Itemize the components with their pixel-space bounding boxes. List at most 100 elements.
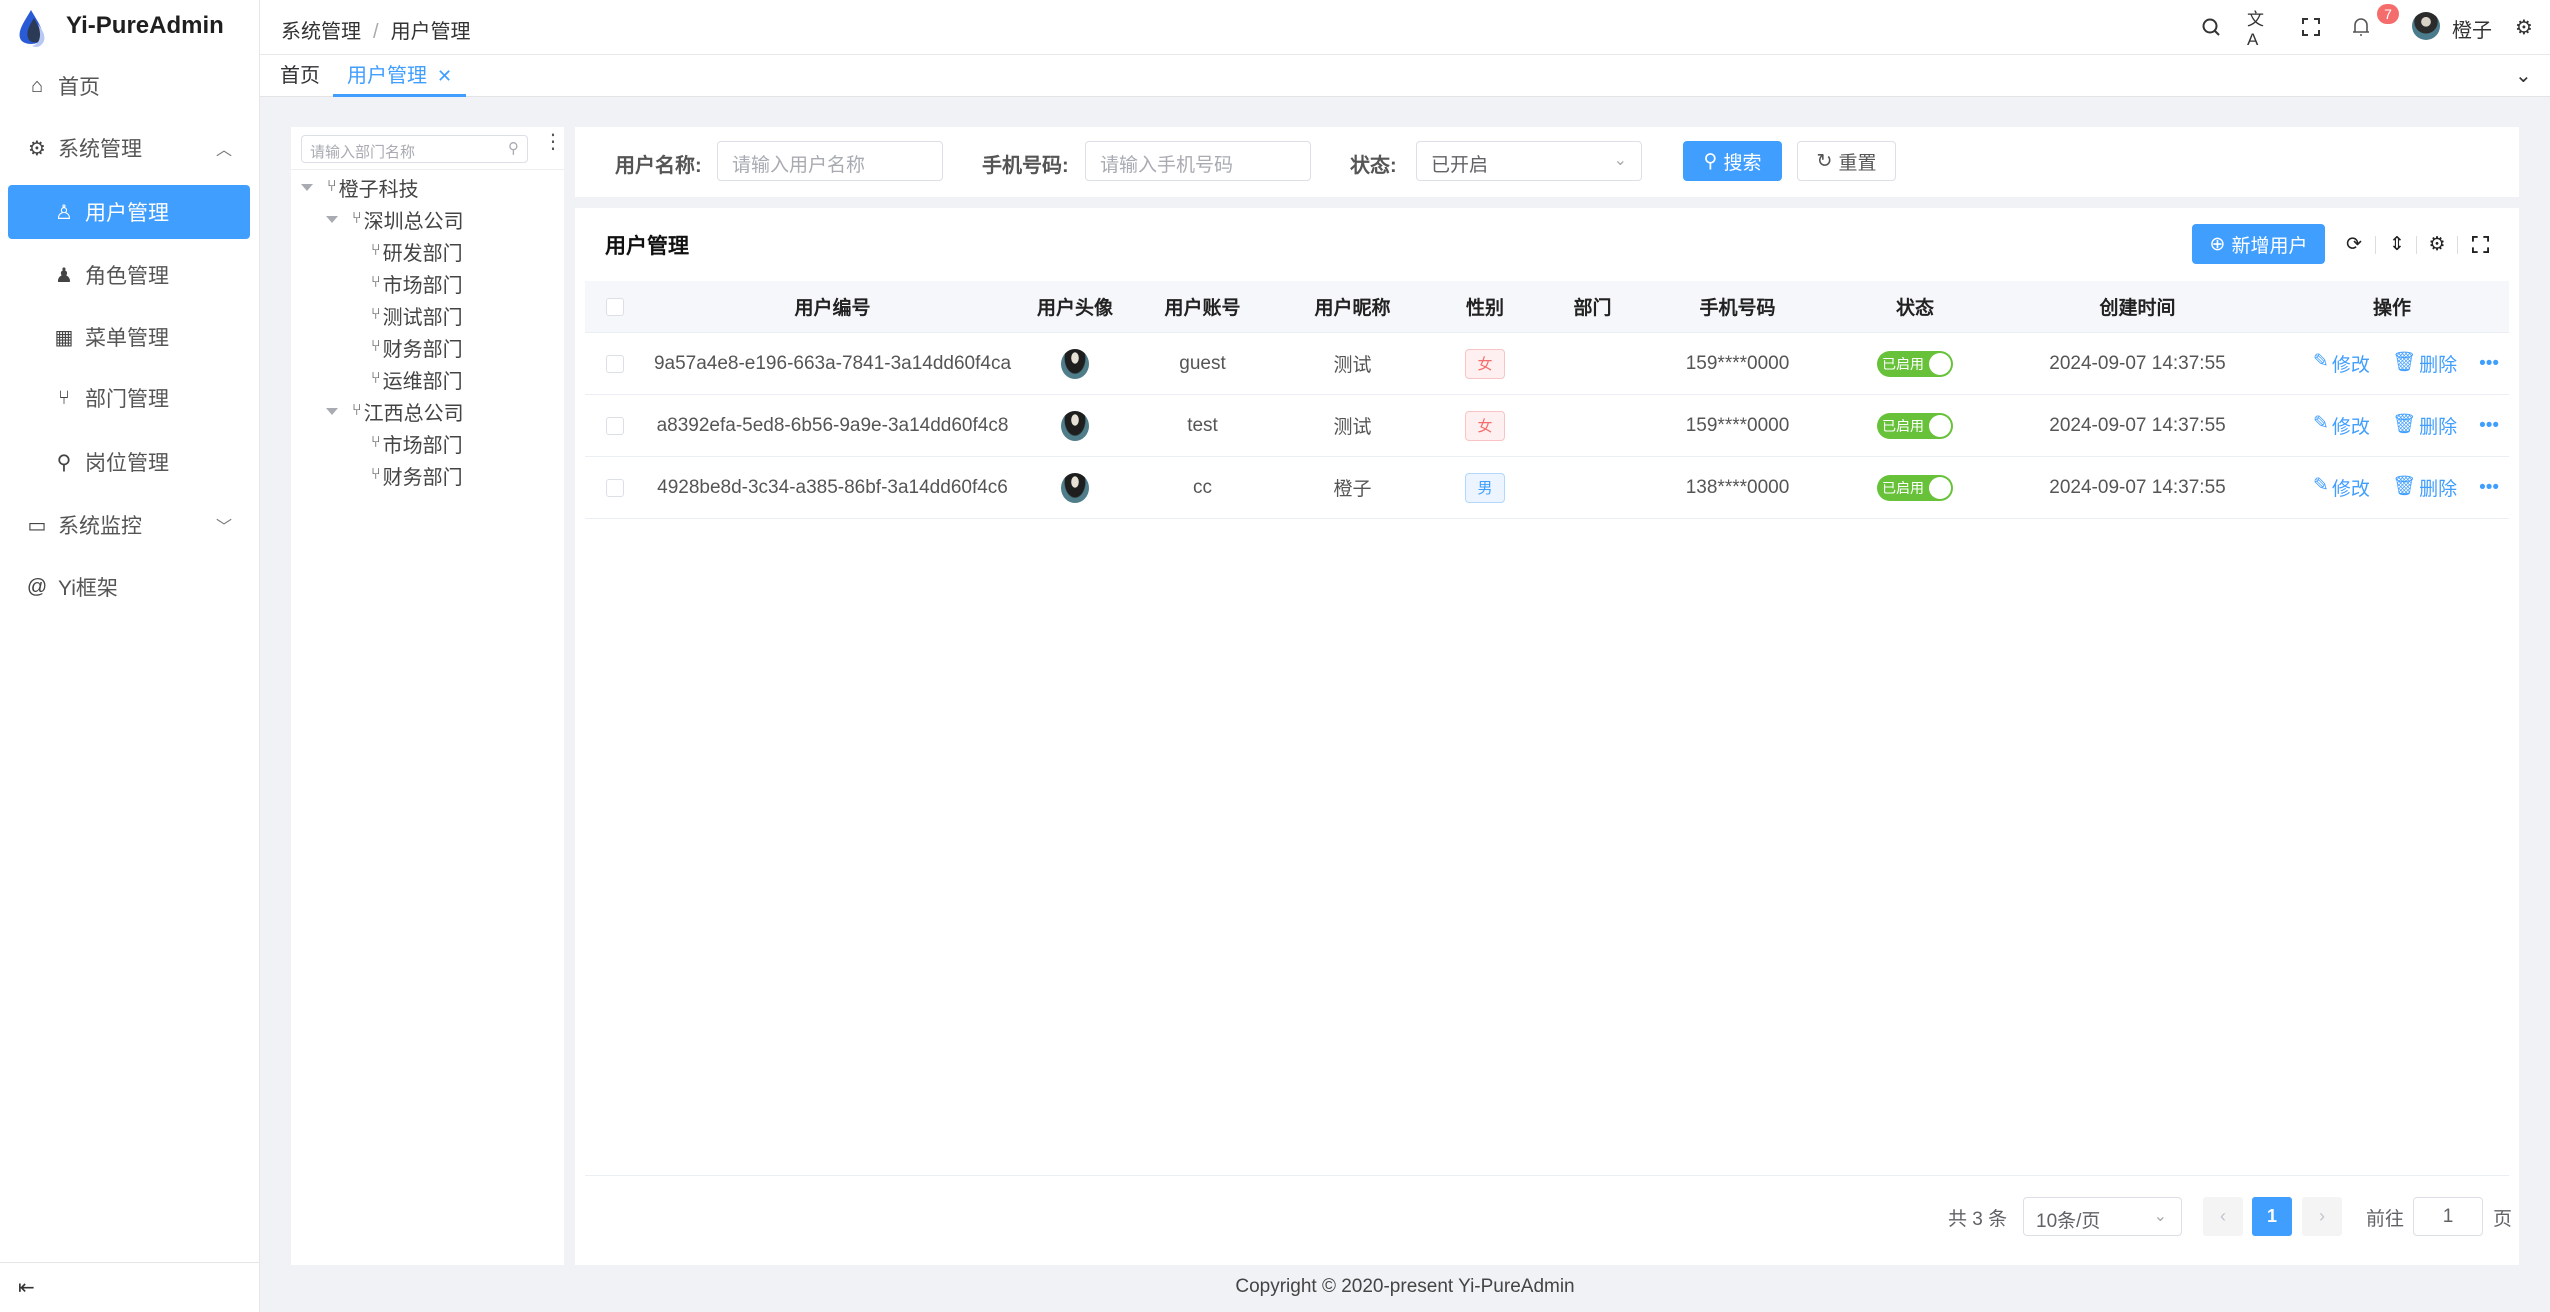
phone-input[interactable]: 请输入手机号码 [1085, 141, 1311, 181]
tree-node[interactable]: ⑂ 市场部门 [291, 428, 564, 458]
tree-node[interactable]: ⑂ 测试部门 [291, 300, 564, 330]
status-label: 状态: [1350, 155, 1397, 177]
pencil-icon: ✎ [2313, 475, 2329, 496]
sidebar-item[interactable]: ⌂ 首页 [8, 59, 250, 113]
username-input[interactable]: 请输入用户名称 [717, 141, 943, 181]
caret-down-icon[interactable] [326, 407, 338, 415]
breadcrumb-item[interactable]: 系统管理 [281, 21, 361, 43]
sidebar-item[interactable]: ▦ 菜单管理 [8, 310, 250, 364]
fullscreen-icon[interactable] [2298, 14, 2324, 40]
bell-icon[interactable] [2348, 14, 2374, 40]
divider [291, 169, 564, 170]
tab-user-management[interactable]: 用户管理 ✕ [333, 55, 467, 97]
column-header: 创建时间 [2099, 298, 2176, 319]
tree-node-label: 财务部门 [382, 338, 463, 361]
user-nickname: 测试 [1333, 417, 1372, 438]
goto-page-input[interactable]: 1 [2413, 1197, 2483, 1236]
sidebar-item[interactable]: ⑂ 部门管理 [8, 371, 250, 425]
add-user-button[interactable]: ⊕ 新增用户 [2192, 224, 2325, 264]
more-vertical-icon[interactable]: ⋮ [543, 131, 563, 153]
delete-button[interactable]: 🗑︎ 删除 [2392, 474, 2457, 501]
sidebar-item[interactable]: ⚙ 系统管理 ︿ [8, 121, 250, 175]
status-select[interactable]: 已开启 ⌄ [1416, 141, 1642, 181]
translate-icon[interactable]: 文A [2247, 9, 2264, 49]
sidebar-item[interactable]: ♟ 角色管理 [8, 248, 250, 302]
caret-down-icon[interactable] [326, 215, 338, 223]
edit-button[interactable]: ✎ 修改 [2313, 350, 2370, 377]
column-settings-icon[interactable]: ⚙ [2428, 233, 2446, 255]
role-icon: ♟ [55, 264, 73, 287]
user-avatar[interactable] [2412, 12, 2440, 40]
user-id: 4928be8d-3c34-a385-86bf-3a14dd60f4c6 [657, 476, 1008, 498]
user-account: test [1187, 414, 1218, 436]
sidebar-item[interactable]: ♙ 用户管理 [8, 185, 250, 239]
fullscreen-icon[interactable] [2468, 232, 2492, 256]
department-tree-panel: 请输入部门名称 ⚲ ⋮ ⑂ 橙子科技 ⑂ 深圳总公司 ⑂ 研发部门 ⑂ 市场部门 ⑂ 测试部门 ⑂ 财务… [291, 127, 564, 1265]
divider [2375, 236, 2376, 254]
username[interactable]: 橙子 [2452, 20, 2492, 42]
status-toggle[interactable]: 已启用 [1877, 474, 1953, 501]
column-header: 用户头像 [1036, 298, 1113, 319]
tree-node[interactable]: ⑂ 江西总公司 [291, 396, 564, 426]
pencil-icon: ✎ [2313, 351, 2329, 372]
search-icon[interactable] [2198, 14, 2224, 40]
tree-node[interactable]: ⑂ 深圳总公司 [291, 204, 564, 234]
tree-node[interactable]: ⑂ 橙子科技 [291, 172, 564, 202]
close-icon[interactable]: ✕ [437, 66, 453, 86]
density-icon[interactable]: ⇕ [2389, 233, 2405, 255]
plus-circle-icon: ⊕ [2209, 233, 2226, 255]
refresh-icon[interactable]: ⟳ [2346, 233, 2362, 255]
page-button[interactable]: 1 [2252, 1197, 2292, 1236]
reset-button[interactable]: ↻ 重置 [1797, 141, 1896, 181]
table-row: 4928be8d-3c34-a385-86bf-3a14dd60f4c6 cc 橙子… [585, 457, 2509, 519]
row-checkbox[interactable] [606, 478, 624, 497]
status-toggle[interactable]: 已启用 [1877, 412, 1953, 439]
edit-button[interactable]: ✎ 修改 [2313, 412, 2370, 439]
search-button[interactable]: ⚲ 搜索 [1683, 141, 1782, 181]
delete-button[interactable]: 🗑︎ 删除 [2392, 412, 2457, 439]
select-all-checkbox[interactable] [606, 297, 624, 316]
more-icon[interactable]: ••• [2479, 476, 2500, 498]
delete-button[interactable]: 🗑︎ 删除 [2392, 350, 2457, 377]
caret-down-icon[interactable] [301, 183, 313, 191]
tree-node[interactable]: ⑂ 财务部门 [291, 332, 564, 362]
tree-node[interactable]: ⑂ 研发部门 [291, 236, 564, 266]
department-search-input[interactable]: 请输入部门名称 ⚲ [301, 135, 528, 163]
table-row: a8392efa-5ed8-6b56-9a9e-3a14dd60f4c8 test… [585, 395, 2509, 457]
trash-icon: 🗑︎ [2391, 352, 2417, 373]
settings-gear-icon[interactable]: ⚙ [2515, 16, 2533, 39]
button-label: 修改 [2331, 417, 2370, 438]
sidebar-item[interactable]: @ Yi框架 [8, 560, 250, 614]
chevron-down-icon[interactable]: ⌄ [2515, 65, 2532, 87]
edit-button[interactable]: ✎ 修改 [2313, 474, 2370, 501]
button-label: 删除 [2419, 479, 2458, 500]
user-id: a8392efa-5ed8-6b56-9a9e-3a14dd60f4c8 [656, 414, 1009, 436]
more-icon[interactable]: ••• [2479, 352, 2500, 374]
row-checkbox[interactable] [606, 416, 624, 435]
page-size-select[interactable]: 10条/页 ⌄ [2023, 1197, 2182, 1236]
tree-node-label: 财务部门 [382, 466, 463, 489]
sidebar-item[interactable]: ⚲ 岗位管理 [8, 435, 250, 489]
tree-node[interactable]: ⑂ 财务部门 [291, 460, 564, 490]
status-toggle[interactable]: 已启用 [1877, 350, 1953, 377]
next-page-button[interactable]: › [2302, 1197, 2342, 1236]
tab-home[interactable]: 首页 [266, 55, 334, 97]
more-icon[interactable]: ••• [2479, 414, 2500, 436]
branch-icon: ⑂ [58, 386, 70, 409]
row-checkbox[interactable] [606, 354, 624, 373]
divider [585, 1175, 2509, 1176]
tab-bar: 首页 用户管理 ✕ ⌄ [260, 55, 2550, 97]
trash-icon: 🗑︎ [2391, 476, 2417, 497]
total-count: 共 3 条 [1948, 1209, 2008, 1230]
sidebar-item[interactable]: ▭ 系统监控 ﹀ [8, 498, 250, 552]
tree-node[interactable]: ⑂ 市场部门 [291, 268, 564, 298]
tree-node-label: 研发部门 [382, 242, 463, 265]
avatar [1061, 348, 1089, 379]
sidebar-item-label: 岗位管理 [85, 452, 169, 475]
collapse-sidebar-button[interactable]: ⇤ [0, 1262, 260, 1312]
tree-node[interactable]: ⑂ 运维部门 [291, 364, 564, 394]
sidebar: Yi-PureAdmin ⌂ 首页 ⚙ 系统管理 ︿ ♙ 用户管理 ♟ 角色管理 ▦ 菜单管理 ⑂ 部门… [0, 0, 260, 1312]
tree-node-label: 测试部门 [382, 306, 463, 329]
prev-page-button[interactable]: ‹ [2203, 1197, 2243, 1236]
button-label: 搜索 [1723, 152, 1762, 174]
